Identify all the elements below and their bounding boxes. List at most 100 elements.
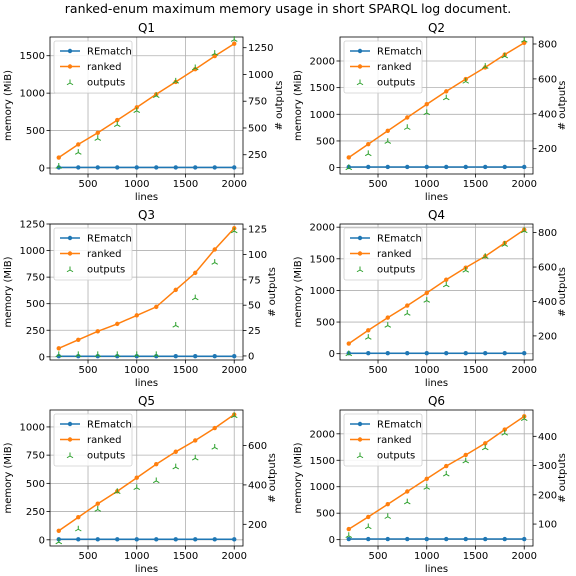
y-tick-label: 500 [26,479,45,490]
data-point-ranked [424,290,429,296]
legend-label-outputs: outputs [377,265,415,276]
data-point-outputs [191,64,199,71]
x-tick-label: 2000 [512,365,537,376]
data-point-rematch [424,536,429,542]
data-point-rematch [154,537,159,542]
y-tick-label: 1000 [310,482,335,493]
legend-marker-ranked [357,251,363,256]
y-tick-label: 250 [26,507,45,518]
legend-label-outputs: outputs [377,451,415,462]
legend-label-rematch: REmatch [377,420,422,431]
y2-tick-label: 200 [538,490,557,501]
data-point-rematch [193,353,198,359]
legend-marker-ranked [67,437,73,442]
subplot-title: Q6 [428,394,445,408]
subplot-q3: 500 1000 1500 20000250500750100012500255075… [3,208,278,389]
y2-tick-label: 200 [538,331,557,342]
x-tick-label: 2000 [222,365,247,376]
y-tick-label: 0 [39,352,45,363]
legend-marker-outputs [356,452,364,459]
data-point-outputs [191,454,199,461]
y-tick-label: 2000 [310,429,335,440]
data-point-outputs [462,78,470,84]
y-axis-label: memory (MiB) [293,70,304,141]
legend-box [53,413,133,467]
data-point-outputs [403,310,411,316]
data-point-ranked [76,142,81,147]
data-point-rematch [134,165,139,170]
y2-tick-label: 0 [248,351,254,362]
y-tick-label: 0 [329,163,335,174]
data-point-rematch [405,164,410,170]
data-point-ranked [424,101,429,107]
data-point-outputs [364,334,372,340]
data-point-rematch [76,537,81,542]
data-point-rematch [193,537,198,542]
x-tick-label: 2000 [512,551,537,562]
x-tick-label: 1500 [463,365,488,376]
data-point-ranked [193,270,198,276]
x-tick-label: 500 [78,179,97,190]
data-point-rematch [95,165,100,170]
data-point-ranked [154,461,159,467]
data-point-outputs [462,457,470,464]
data-point-ranked [444,277,449,282]
y-tick-label: 1000 [20,422,45,433]
data-point-rematch [115,165,120,170]
subplot-title: Q4 [428,208,445,222]
y2-tick-label: 750 [248,97,267,108]
data-point-ranked [346,526,351,532]
y-axis-label: memory (MiB) [3,442,14,513]
y2-tick-label: 200 [248,520,267,531]
data-point-rematch [405,350,410,356]
x-tick-label: 1500 [463,551,488,562]
legend-marker-rematch [67,48,73,54]
y-tick-label: 1500 [310,83,335,94]
data-point-rematch [212,165,217,170]
x-tick-label: 1000 [124,551,149,562]
data-point-rematch [463,536,468,542]
x-axis-label: lines [425,192,448,203]
data-point-outputs [152,477,160,484]
data-point-rematch [424,164,429,170]
legend-box [53,40,133,94]
x-tick-label: 500 [78,551,97,562]
y2-axis-label: # outputs [557,81,568,131]
data-point-ranked [483,441,488,446]
data-point-outputs [423,297,431,303]
data-point-ranked [405,115,410,120]
data-point-outputs [94,135,102,141]
data-point-outputs [462,266,470,273]
data-point-rematch [56,165,61,170]
y-tick-label: 1500 [310,456,335,467]
x-tick-label: 1500 [173,179,198,190]
x-axis-label: lines [135,564,158,575]
y2-tick-label: 400 [248,480,267,491]
data-point-rematch [463,350,468,356]
data-point-rematch [444,164,449,170]
data-point-rematch [502,164,507,170]
y-tick-label: 0 [39,164,45,175]
legend-marker-outputs [66,266,74,273]
data-point-ranked [134,475,139,480]
subplot-q6: 500 1000 1500 2000 0 500 1000 1500 2000 100 200 300… [293,394,568,575]
data-point-outputs [481,444,489,451]
y-tick-label: 0 [329,535,335,546]
data-point-rematch [173,537,178,542]
y-tick-label: 250 [26,326,45,337]
y2-tick-label: 1250 [248,43,273,54]
data-point-ranked [444,463,449,469]
subplot-title: Q2 [428,21,445,35]
data-point-rematch [193,165,198,170]
data-point-outputs [133,484,141,491]
y-tick-label: 500 [316,136,335,147]
data-point-outputs [345,532,353,538]
x-tick-label: 1500 [463,179,488,190]
data-point-ranked [522,40,527,46]
data-point-outputs [172,463,180,470]
legend-marker-ranked [357,437,363,442]
data-point-ranked [346,341,351,346]
data-point-outputs [152,92,160,99]
data-point-outputs [520,415,528,421]
legend-marker-rematch [67,421,73,427]
